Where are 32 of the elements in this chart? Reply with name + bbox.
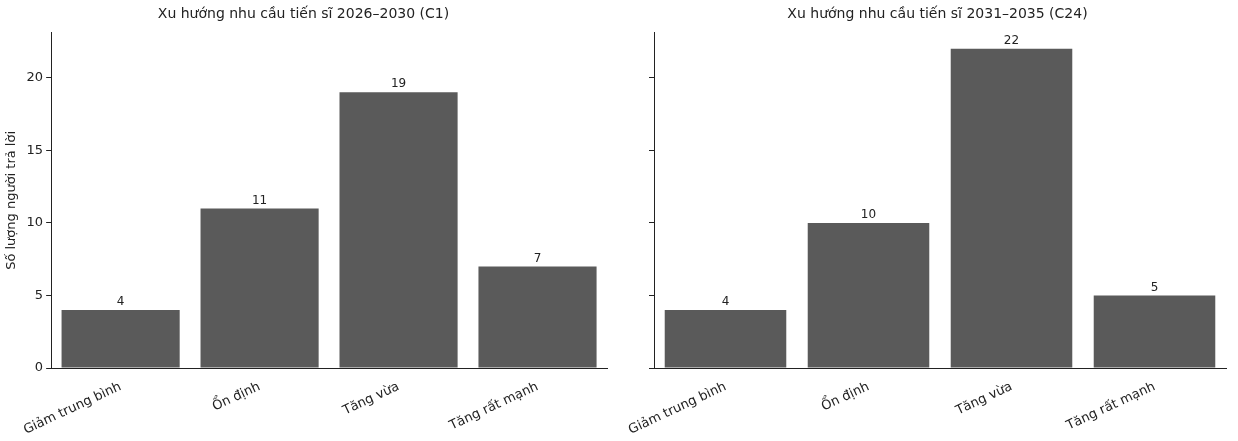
bar (950, 48, 1073, 368)
bar (200, 208, 319, 368)
x-tick-label: Tăng vừa (339, 378, 402, 418)
bar (664, 309, 787, 368)
bar (478, 266, 597, 368)
y-axis-title: Số lượng người trả lời (3, 130, 19, 270)
y-tick-label: 0 (34, 359, 44, 375)
chart-title: Xu hướng nhu cầu tiến sĩ 2026–2030 (C1) (157, 5, 450, 22)
data-label: 11 (251, 192, 268, 207)
y-tick-label: 10 (26, 214, 44, 230)
bar (61, 309, 180, 368)
data-label: 7 (533, 250, 542, 265)
data-label: 19 (390, 76, 407, 91)
bar (339, 92, 458, 368)
x-tick-label: Giảm trung bình (625, 378, 729, 437)
x-tick-label: Tăng rất mạnh (1062, 378, 1158, 433)
data-label: 4 (116, 294, 125, 309)
bar (807, 222, 930, 368)
chart-title: Xu hướng nhu cầu tiến sĩ 2031–2035 (C24) (787, 5, 1088, 22)
x-tick-label: Tăng rất mạnh (445, 378, 541, 433)
x-tick-label: Giảm trung bình (20, 378, 124, 437)
data-label: 5 (1150, 279, 1159, 294)
x-tick-label: Ổn định (209, 377, 263, 414)
data-label: 4 (721, 294, 730, 309)
bar (1093, 295, 1216, 368)
y-tick-label: 20 (26, 69, 44, 85)
data-label: 10 (860, 207, 877, 222)
x-tick-label: Ổn định (818, 377, 872, 414)
y-tick-label: 15 (26, 141, 44, 157)
y-tick-label: 5 (34, 286, 44, 302)
x-tick-label: Tăng vừa (952, 378, 1015, 418)
data-label: 22 (1003, 32, 1020, 47)
